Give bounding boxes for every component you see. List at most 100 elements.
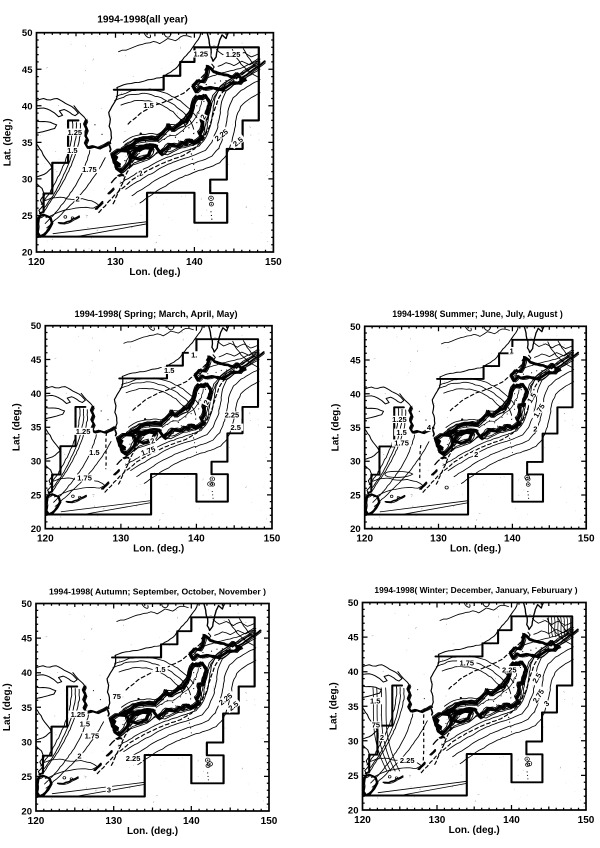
svg-text:4: 4 — [427, 423, 432, 432]
svg-text:20: 20 — [348, 806, 359, 817]
svg-text:1: 1 — [510, 346, 514, 355]
svg-text:1994-1998( Winter; December, J: 1994-1998( Winter; December, January, Fe… — [374, 585, 577, 595]
svg-text:45: 45 — [21, 634, 32, 645]
svg-text:1.5: 1.5 — [155, 665, 165, 674]
svg-text:1.25: 1.25 — [71, 710, 86, 719]
svg-text:Lat. (deg.): Lat. (deg.) — [3, 118, 14, 166]
svg-text:2: 2 — [533, 425, 537, 434]
svg-text:140: 140 — [183, 816, 200, 827]
svg-text:140: 140 — [188, 534, 205, 545]
svg-text:40: 40 — [21, 668, 32, 679]
svg-text:45: 45 — [348, 633, 359, 644]
svg-text:130: 130 — [105, 816, 122, 827]
svg-text:2.5: 2.5 — [230, 423, 240, 432]
svg-text:25: 25 — [31, 490, 42, 501]
svg-text:2: 2 — [474, 450, 478, 459]
svg-text:25: 25 — [350, 491, 361, 502]
svg-text:2: 2 — [149, 436, 156, 446]
svg-text:150: 150 — [261, 816, 278, 827]
svg-text:2.25: 2.25 — [126, 754, 141, 763]
svg-text:20: 20 — [350, 524, 361, 535]
svg-text:25: 25 — [21, 772, 32, 783]
svg-text:150: 150 — [264, 534, 281, 545]
svg-text:50: 50 — [350, 322, 361, 333]
svg-text:1.75: 1.75 — [85, 731, 100, 740]
svg-text:40: 40 — [31, 389, 42, 400]
svg-text:35: 35 — [22, 138, 33, 149]
svg-text:2.25: 2.25 — [225, 411, 240, 420]
svg-text:120: 120 — [28, 257, 45, 268]
svg-text:40: 40 — [22, 101, 33, 112]
svg-text:3: 3 — [542, 699, 551, 709]
svg-text:1.75: 1.75 — [459, 658, 474, 667]
svg-text:35: 35 — [348, 702, 359, 713]
svg-text:45: 45 — [31, 355, 42, 366]
svg-text:Lon. (deg.): Lon. (deg.) — [133, 544, 184, 555]
svg-text:20: 20 — [31, 524, 42, 535]
svg-text:1.5: 1.5 — [164, 366, 174, 375]
svg-text:1.5: 1.5 — [89, 448, 99, 457]
svg-text:Lon. (deg.): Lon. (deg.) — [127, 826, 178, 837]
svg-text:20: 20 — [21, 807, 32, 818]
svg-text:1994-1998( Summer; June, July,: 1994-1998( Summer; June, July, August ) — [392, 309, 563, 319]
svg-text:1.25: 1.25 — [67, 128, 82, 137]
svg-text:130: 130 — [429, 815, 446, 826]
svg-text:2: 2 — [137, 168, 144, 178]
svg-text:75: 75 — [113, 692, 121, 701]
svg-text:130: 130 — [113, 534, 130, 545]
svg-text:50: 50 — [348, 598, 359, 609]
svg-text:1994-1998( Spring; March, Apri: 1994-1998( Spring; March, April, May) — [74, 309, 237, 319]
svg-text:30: 30 — [31, 457, 42, 468]
svg-text:Lat. (deg.): Lat. (deg.) — [2, 683, 13, 731]
svg-text:130: 130 — [107, 257, 124, 268]
svg-text:140: 140 — [504, 534, 521, 545]
svg-text:Lat. (deg.): Lat. (deg.) — [329, 682, 340, 730]
svg-text:1.5: 1.5 — [396, 428, 406, 437]
svg-text:2: 2 — [76, 194, 80, 203]
svg-text:120: 120 — [28, 816, 45, 827]
svg-text:35: 35 — [21, 703, 32, 714]
svg-text:50: 50 — [31, 321, 42, 332]
svg-text:Lon. (deg.): Lon. (deg.) — [449, 825, 500, 836]
svg-text:2: 2 — [198, 113, 208, 121]
svg-text:30: 30 — [350, 457, 361, 468]
svg-text:140: 140 — [503, 815, 520, 826]
svg-text:30: 30 — [348, 736, 359, 747]
svg-text:1994-1998(all year): 1994-1998(all year) — [97, 15, 188, 26]
svg-text:3: 3 — [107, 785, 111, 794]
svg-text:1.25: 1.25 — [392, 415, 407, 424]
svg-text:1994-1998( Autumn; September,: 1994-1998( Autumn; September, October, N… — [49, 587, 266, 597]
svg-text:45: 45 — [350, 356, 361, 367]
svg-text:150: 150 — [265, 257, 282, 268]
svg-text:1.5: 1.5 — [67, 146, 77, 155]
svg-text:1.5: 1.5 — [80, 720, 90, 729]
svg-text:150: 150 — [578, 815, 595, 826]
svg-text:1.5: 1.5 — [143, 101, 153, 110]
svg-text:35: 35 — [350, 423, 361, 434]
svg-text:150: 150 — [578, 534, 595, 545]
svg-text:Lon. (deg.): Lon. (deg.) — [129, 267, 180, 278]
svg-text:Lon. (deg.): Lon. (deg.) — [450, 544, 501, 555]
svg-text:1.25: 1.25 — [76, 427, 91, 436]
svg-text:30: 30 — [22, 174, 33, 185]
svg-text:50: 50 — [22, 28, 33, 39]
svg-text:40: 40 — [350, 389, 361, 400]
svg-text:130: 130 — [430, 534, 447, 545]
svg-text:40: 40 — [348, 667, 359, 678]
svg-text:1.25: 1.25 — [226, 50, 241, 59]
svg-text:2: 2 — [77, 751, 81, 760]
svg-text:1.: 1. — [191, 351, 197, 360]
svg-text:50: 50 — [21, 599, 32, 610]
svg-text:2: 2 — [380, 733, 384, 742]
svg-text:2: 2 — [202, 398, 212, 406]
svg-text:Lat. (deg.): Lat. (deg.) — [331, 404, 342, 452]
svg-text:120: 120 — [354, 815, 371, 826]
svg-text:140: 140 — [186, 257, 203, 268]
svg-text:35: 35 — [31, 423, 42, 434]
svg-text:1.75: 1.75 — [77, 474, 92, 483]
svg-text:Lat. (deg.): Lat. (deg.) — [11, 403, 22, 451]
svg-text:1.5: 1.5 — [370, 696, 380, 705]
svg-text:1.25: 1.25 — [193, 50, 208, 59]
svg-text:120: 120 — [37, 534, 54, 545]
svg-text:1.75: 1.75 — [394, 439, 409, 448]
